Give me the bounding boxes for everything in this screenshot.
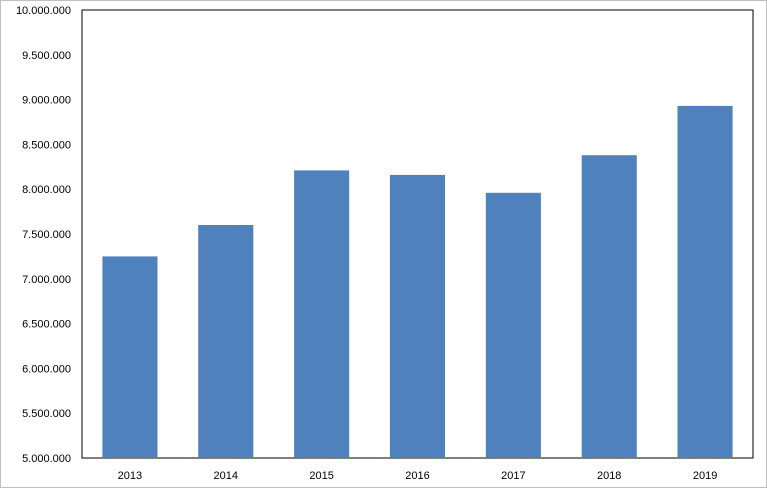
x-tick-label: 2015 — [309, 470, 333, 482]
bar-2014 — [198, 225, 254, 458]
y-tick-label: 6.500.000 — [22, 319, 71, 331]
y-tick-label: 8.500.000 — [22, 139, 71, 151]
x-tick-label: 2018 — [597, 470, 621, 482]
bar-2019 — [677, 105, 733, 459]
y-tick-label: 7.000.000 — [22, 274, 71, 286]
y-tick-label: 10.000.000 — [16, 5, 71, 17]
y-tick-label: 9.500.000 — [22, 50, 71, 62]
y-axis: 5.000.000 5.500.000 6.000.000 6.500.000 7.00… — [16, 5, 71, 465]
bar-2017 — [485, 192, 541, 459]
x-tick-label: 2017 — [501, 470, 525, 482]
bar-2013 — [102, 256, 158, 458]
y-tick-label: 6.000.000 — [22, 363, 71, 375]
x-axis: 2013 2014 2015 2016 2017 2018 2019 — [118, 470, 718, 482]
y-tick-label: 5.000.000 — [22, 453, 71, 465]
y-tick-label: 5.500.000 — [22, 408, 71, 420]
bar-2018 — [581, 155, 637, 458]
y-tick-label: 9.000.000 — [22, 95, 71, 107]
x-tick-label: 2014 — [214, 470, 238, 482]
bar-2015 — [294, 170, 350, 458]
x-tick-label: 2016 — [405, 470, 429, 482]
x-tick-label: 2013 — [118, 470, 142, 482]
bar-series — [102, 105, 733, 459]
y-tick-label: 8.000.000 — [22, 184, 71, 196]
bar-2016 — [389, 174, 445, 458]
x-tick-label: 2019 — [693, 470, 717, 482]
y-tick-label: 7.500.000 — [22, 229, 71, 241]
